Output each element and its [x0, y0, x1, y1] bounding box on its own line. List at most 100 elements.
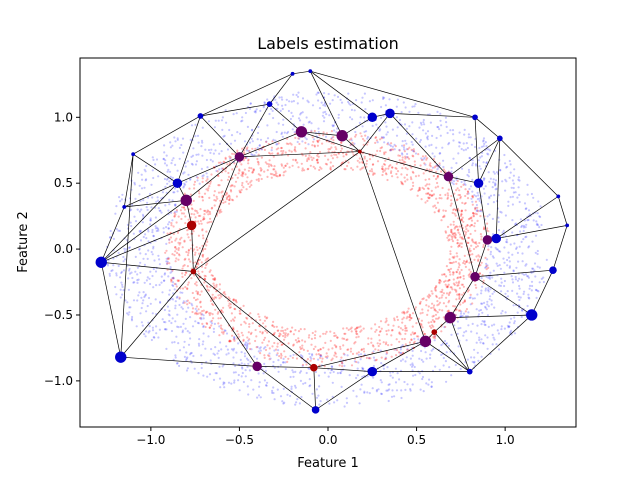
- cloud-point: [496, 248, 499, 251]
- cloud-point: [262, 372, 265, 375]
- cloud-point: [139, 231, 142, 234]
- cloud-point: [266, 381, 269, 384]
- cloud-point: [393, 395, 396, 398]
- cloud-point: [141, 178, 144, 181]
- cloud-point: [337, 152, 340, 155]
- cloud-point: [211, 206, 214, 209]
- cloud-point: [238, 168, 241, 171]
- cloud-point: [464, 209, 467, 212]
- cloud-point: [194, 135, 197, 138]
- cloud-point: [487, 305, 490, 308]
- cloud-point: [212, 297, 215, 301]
- cloud-point: [389, 144, 392, 147]
- cloud-point: [319, 356, 322, 359]
- cloud-point: [372, 345, 375, 348]
- cloud-point: [186, 283, 189, 286]
- cloud-point: [277, 142, 280, 145]
- cloud-point: [355, 360, 358, 364]
- cloud-point: [203, 217, 206, 220]
- cloud-point: [473, 297, 476, 300]
- cloud-point: [210, 220, 213, 223]
- cloud-point: [234, 371, 237, 374]
- point-cloud-outer: [106, 91, 548, 408]
- cloud-point: [403, 380, 406, 384]
- cloud-point: [477, 210, 480, 213]
- cloud-point: [283, 350, 286, 353]
- cloud-point: [271, 152, 274, 155]
- cloud-point: [483, 301, 486, 304]
- cloud-point: [442, 316, 445, 319]
- cloud-point: [264, 348, 268, 352]
- cloud-point: [266, 124, 269, 127]
- cloud-point: [482, 139, 485, 142]
- cloud-point: [458, 297, 461, 300]
- cloud-point: [221, 128, 224, 131]
- cloud-point: [476, 191, 479, 194]
- cloud-point: [380, 381, 383, 384]
- cloud-point: [343, 364, 346, 367]
- cloud-point: [371, 99, 374, 102]
- cloud-point: [428, 183, 431, 186]
- cloud-point: [280, 146, 283, 150]
- cloud-point: [372, 163, 375, 166]
- cloud-point: [118, 229, 121, 232]
- cloud-point: [243, 343, 246, 346]
- cloud-point: [331, 395, 334, 398]
- cloud-point: [517, 186, 520, 189]
- cloud-point: [217, 356, 220, 359]
- cloud-point: [119, 296, 122, 299]
- cloud-point: [199, 293, 202, 296]
- cloud-point: [355, 332, 358, 335]
- cloud-point: [145, 330, 148, 333]
- cloud-point: [284, 103, 287, 107]
- cloud-point: [472, 247, 476, 251]
- cloud-point: [311, 144, 314, 147]
- cloud-point: [270, 176, 273, 179]
- cloud-point: [187, 251, 190, 254]
- cloud-point: [220, 119, 224, 122]
- cloud-point: [259, 138, 263, 141]
- cloud-point: [172, 225, 175, 228]
- cloud-point: [456, 225, 459, 228]
- cloud-point: [474, 229, 477, 232]
- cloud-point: [275, 348, 278, 351]
- cloud-point: [174, 260, 177, 263]
- cloud-point: [167, 168, 170, 171]
- cloud-point: [180, 143, 183, 147]
- cloud-point: [293, 131, 296, 134]
- cloud-point: [299, 379, 302, 382]
- cloud-point: [383, 153, 386, 156]
- cloud-point: [228, 297, 231, 300]
- cloud-point: [320, 355, 323, 358]
- cloud-point: [282, 123, 285, 126]
- cloud-point: [430, 306, 433, 310]
- cloud-point: [480, 302, 483, 305]
- cloud-point: [218, 283, 221, 286]
- cloud-point: [340, 141, 343, 144]
- cloud-point: [424, 155, 427, 158]
- cloud-point: [512, 174, 516, 177]
- cloud-point: [440, 219, 443, 222]
- cloud-point: [482, 245, 485, 249]
- cloud-point: [341, 109, 344, 112]
- cloud-point: [402, 146, 405, 149]
- cloud-point: [178, 349, 182, 352]
- cloud-point: [379, 320, 383, 323]
- cloud-point: [213, 284, 216, 287]
- cloud-point: [390, 334, 393, 337]
- cloud-point: [181, 267, 184, 270]
- cloud-point: [271, 345, 274, 348]
- cloud-point: [427, 321, 430, 324]
- cloud-point: [464, 194, 467, 198]
- cloud-point: [301, 97, 305, 100]
- cloud-point: [217, 161, 220, 164]
- cloud-point: [497, 220, 500, 223]
- cloud-point: [345, 327, 348, 330]
- cloud-point: [318, 168, 321, 172]
- cloud-point: [455, 178, 458, 181]
- cloud-point: [537, 200, 540, 203]
- cloud-point: [515, 246, 518, 249]
- cloud-point: [442, 273, 446, 276]
- cloud-point: [163, 177, 166, 181]
- cloud-point: [484, 323, 487, 327]
